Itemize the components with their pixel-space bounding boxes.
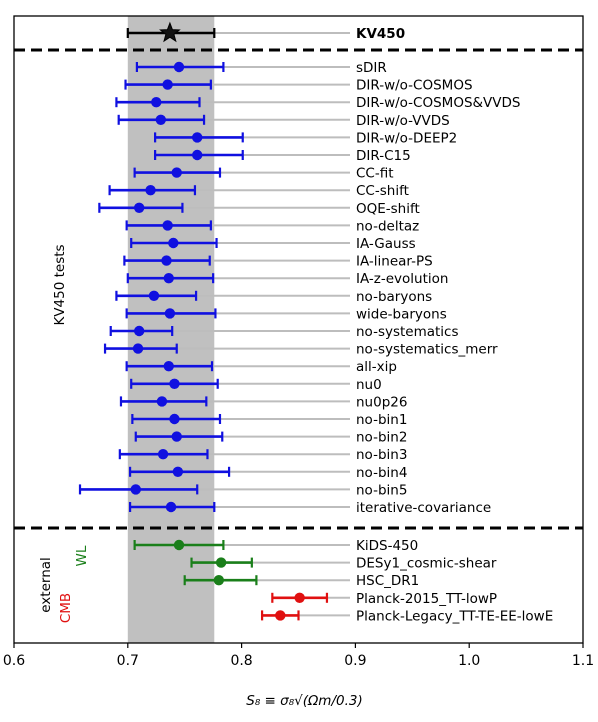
row-label-no-systematics-merr: no-systematics_merr bbox=[356, 342, 498, 358]
marker-dir-w-o-vvds bbox=[155, 114, 167, 126]
marker-no-bin3 bbox=[157, 449, 169, 460]
x-tick-label: 0.9 bbox=[344, 653, 366, 669]
marker-no-bin1 bbox=[169, 413, 180, 425]
row-label-ia-gauss: IA-Gauss bbox=[356, 236, 416, 252]
x-tick-label: 0.8 bbox=[230, 653, 252, 669]
row-label-dir-w-o-deep2: DIR-w/o-DEEP2 bbox=[356, 130, 457, 146]
marker-no-baryons bbox=[148, 290, 160, 301]
row-label-no-baryons: no-baryons bbox=[356, 289, 432, 305]
row-label-kids-450: KiDS-450 bbox=[356, 538, 418, 554]
row-label-no-bin4: no-bin4 bbox=[356, 465, 407, 481]
x-tick-label: 1.0 bbox=[458, 653, 480, 669]
marker-dir-w-o-cosmos-vvds bbox=[151, 97, 162, 108]
row-label-nu0: nu0 bbox=[356, 377, 382, 393]
row-label-ia-linear-ps: IA-linear-PS bbox=[356, 254, 433, 270]
row-label-all-xip: all-xip bbox=[356, 359, 397, 375]
marker-desy1-cosmic-shear bbox=[215, 557, 227, 568]
marker-ia-linear-ps bbox=[161, 255, 172, 266]
x-tick-label: 0.6 bbox=[3, 653, 25, 669]
plot-frame bbox=[13, 15, 584, 644]
marker-no-bin5 bbox=[130, 484, 141, 495]
row-label-ia-z-evolution: IA-z-evolution bbox=[356, 271, 448, 287]
x-tick-label: 0.7 bbox=[117, 653, 139, 669]
marker-iterative-covariance bbox=[165, 501, 177, 513]
marker-dir-c15 bbox=[192, 149, 203, 161]
row-label-planck-2015-tt-lowp: Planck-2015_TT-lowP bbox=[356, 591, 497, 607]
marker-wide-baryons bbox=[164, 308, 176, 319]
marker-cc-shift bbox=[145, 185, 156, 196]
marker-nu0 bbox=[169, 378, 180, 389]
group-label-tests: KV450 tests bbox=[52, 244, 68, 325]
row-label-planck-legacy-tt-te-ee-lowe: Planck-Legacy_TT-TE-EE-lowE bbox=[356, 608, 553, 624]
separator-layer bbox=[14, 48, 583, 530]
row-label-dir-c15: DIR-C15 bbox=[356, 148, 411, 164]
row-label-no-systematics: no-systematics bbox=[356, 324, 459, 340]
marker-no-deltaz bbox=[162, 220, 173, 231]
marker-planck-legacy-tt-te-ee-lowe bbox=[275, 610, 286, 621]
group-label-external: external bbox=[38, 557, 54, 613]
marker-oqe-shift bbox=[133, 202, 145, 213]
row-label-hsc-dr1: HSC_DR1 bbox=[356, 573, 419, 589]
row-label-desy1-cosmic-shear: DESy1_cosmic-shear bbox=[356, 556, 497, 572]
row-label-dir-w-o-cosmos: DIR-w/o-COSMOS bbox=[356, 78, 473, 94]
row-label-sdir: sDIR bbox=[356, 60, 387, 76]
group-label-cmb: CMB bbox=[58, 593, 74, 623]
row-label-dir-w-o-cosmos-vvds: DIR-w/o-COSMOS&VVDS bbox=[356, 95, 520, 111]
marker-hsc-dr1 bbox=[213, 575, 225, 586]
row-label-dir-w-o-vvds: DIR-w/o-VVDS bbox=[356, 113, 450, 129]
row-label-no-bin1: no-bin1 bbox=[356, 412, 407, 428]
marker-dir-w-o-cosmos bbox=[162, 79, 173, 90]
x-axis-label: S₈ ≡ σ₈√(Ωm/0.3) bbox=[246, 693, 362, 709]
row-label-no-bin2: no-bin2 bbox=[356, 430, 407, 446]
marker-planck-2015-tt-lowp bbox=[294, 592, 305, 603]
marker-all-xip bbox=[163, 361, 174, 372]
row-label-no-bin3: no-bin3 bbox=[356, 447, 407, 463]
row-label-cc-fit: CC-fit bbox=[356, 166, 394, 182]
marker-no-systematics bbox=[133, 325, 145, 337]
row-label-cc-shift: CC-shift bbox=[356, 183, 409, 199]
marker-star-kv450 bbox=[159, 21, 181, 43]
row-label-iterative-covariance: iterative-covariance bbox=[356, 500, 491, 516]
marker-dir-w-o-deep2 bbox=[192, 132, 203, 143]
marker-nu0p26 bbox=[156, 396, 168, 407]
marker-cc-fit bbox=[171, 167, 182, 178]
marker-kids-450 bbox=[173, 539, 185, 551]
row-label-wide-baryons: wide-baryons bbox=[356, 306, 447, 322]
marker-ia-z-evolution bbox=[163, 273, 174, 284]
marker-ia-gauss bbox=[168, 237, 179, 249]
errorbar-layer bbox=[78, 21, 329, 621]
row-label-nu0p26: nu0p26 bbox=[356, 394, 407, 410]
row-label-no-deltaz: no-deltaz bbox=[356, 218, 419, 234]
group-label-wl: WL bbox=[74, 545, 90, 566]
marker-no-bin2 bbox=[171, 431, 182, 442]
marker-no-bin4 bbox=[172, 466, 184, 477]
axis-layer: 0.6 0.7 0.8 0.9 1.0 1.1 S₈ ≡ σ₈√(Ωm/0.3) bbox=[3, 15, 594, 709]
x-tick-label: 1.1 bbox=[572, 653, 594, 669]
row-label-layer: KV450 sDIR DIR-w/o-COSMOSDIR-w/o-COSMOS&VV… bbox=[356, 26, 553, 624]
row-label-no-bin5: no-bin5 bbox=[356, 482, 407, 498]
row-label-kv450: KV450 bbox=[356, 26, 405, 42]
row-label-oqe-shift: OQE-shift bbox=[356, 201, 420, 217]
group-label-layer: KV450 tests external CMB WL bbox=[38, 244, 90, 623]
marker-sdir bbox=[173, 61, 185, 73]
marker-no-systematics-merr bbox=[132, 343, 144, 354]
